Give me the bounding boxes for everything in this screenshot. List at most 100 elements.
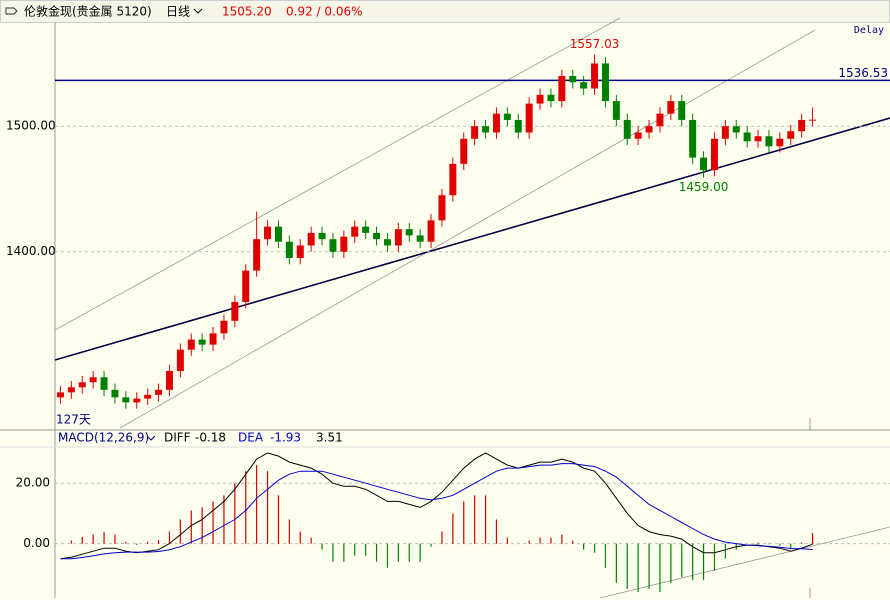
candle-body <box>591 63 599 89</box>
dropdown-icon[interactable] <box>146 435 156 441</box>
candle-body <box>634 132 642 139</box>
macd-title: MACD(12,26,9) <box>58 431 149 445</box>
candle-body <box>449 163 457 196</box>
dropdown-icon[interactable] <box>193 8 203 14</box>
candle-body <box>362 226 370 233</box>
candle-body <box>492 113 500 133</box>
legend-value: -1.93 <box>270 431 301 445</box>
candle-body <box>285 241 293 259</box>
candle-body <box>721 126 729 139</box>
candle-body <box>601 63 609 102</box>
price-annotation: 1557.03 <box>570 37 620 51</box>
candle-body <box>569 75 577 83</box>
candle-body <box>765 136 773 147</box>
candle-body <box>710 138 718 171</box>
candle-body <box>809 119 817 121</box>
candle-body <box>536 94 544 104</box>
candle-body <box>176 349 184 371</box>
candle-body <box>438 195 446 221</box>
candle-body <box>165 370 173 390</box>
candle-body <box>329 239 337 252</box>
legend-name: DIFF <box>164 431 191 445</box>
candle-body <box>623 119 631 139</box>
candle-body <box>678 101 686 120</box>
candle-body <box>307 232 315 246</box>
candle-body <box>231 301 239 321</box>
candle-body <box>580 82 588 89</box>
price-change: 0.92 / 0.06% <box>286 5 363 19</box>
macd-line <box>60 452 813 560</box>
candle-body <box>482 126 490 133</box>
candle-body <box>253 239 261 271</box>
candle-body <box>373 232 381 240</box>
candle-body <box>394 229 402 246</box>
candle-body <box>776 138 784 147</box>
candle-body <box>56 392 64 398</box>
candle-body <box>787 131 795 139</box>
candle-body <box>209 333 217 345</box>
candle-body <box>700 157 708 171</box>
last-price: 1505.20 <box>222 5 272 19</box>
candle-body <box>67 387 75 393</box>
icon <box>5 7 18 15</box>
candle-body <box>220 320 228 334</box>
candle-body <box>111 389 119 398</box>
candle-body <box>427 220 435 242</box>
candle-body <box>656 113 664 127</box>
span-label: 127天 <box>56 413 91 427</box>
legend-value: -0.18 <box>195 431 226 445</box>
y-tick-label: 0.00 <box>23 536 50 550</box>
channel-line <box>54 17 621 331</box>
candle-body <box>296 245 304 259</box>
candle-body <box>340 236 348 252</box>
candle-body <box>198 339 206 345</box>
candle-body <box>743 132 751 142</box>
candle-body <box>318 232 326 240</box>
hline-label: 1536.53 <box>838 66 888 80</box>
candle-body <box>89 377 97 383</box>
candle-body <box>144 394 152 399</box>
y-tick-label: 1400.00 <box>6 244 56 258</box>
candle-body <box>383 239 391 246</box>
candle-body <box>351 226 359 237</box>
price-annotation: 1459.00 <box>679 180 729 194</box>
candle-body <box>547 94 555 102</box>
candle-body <box>460 138 468 164</box>
candle-body <box>405 229 413 236</box>
candle-body <box>471 126 479 139</box>
instrument: 伦敦金现(贵金属 5120) <box>24 4 152 19</box>
period[interactable]: 日线 <box>166 5 190 19</box>
candle-body <box>133 398 141 403</box>
candle-body <box>78 382 86 388</box>
trend-line <box>54 117 890 361</box>
candle-body <box>754 136 762 142</box>
candle-body <box>503 113 511 120</box>
macd-line <box>60 463 813 560</box>
candle-body <box>514 119 522 133</box>
y-tick-label: 1500.00 <box>6 119 56 133</box>
legend-value: 3.51 <box>316 431 343 445</box>
trend-line <box>599 526 890 599</box>
channel-line <box>119 29 816 429</box>
candle-body <box>558 75 566 102</box>
candle-body <box>525 103 533 133</box>
candle-body <box>264 226 272 240</box>
candle-body <box>689 119 697 158</box>
candle-body <box>100 377 108 390</box>
candle-body <box>798 119 806 132</box>
legend-name: DEA <box>238 431 264 445</box>
candle-body <box>122 397 130 403</box>
candle-body <box>155 389 163 395</box>
candle-body <box>416 235 424 242</box>
candle-body <box>667 101 675 114</box>
delay-label: Delay <box>854 25 884 36</box>
candle-body <box>612 101 620 120</box>
candle-body <box>242 270 250 302</box>
y-tick-label: 20.00 <box>16 476 50 490</box>
candle-body <box>274 226 282 242</box>
candle-body <box>645 126 653 133</box>
candle-body <box>732 126 740 133</box>
